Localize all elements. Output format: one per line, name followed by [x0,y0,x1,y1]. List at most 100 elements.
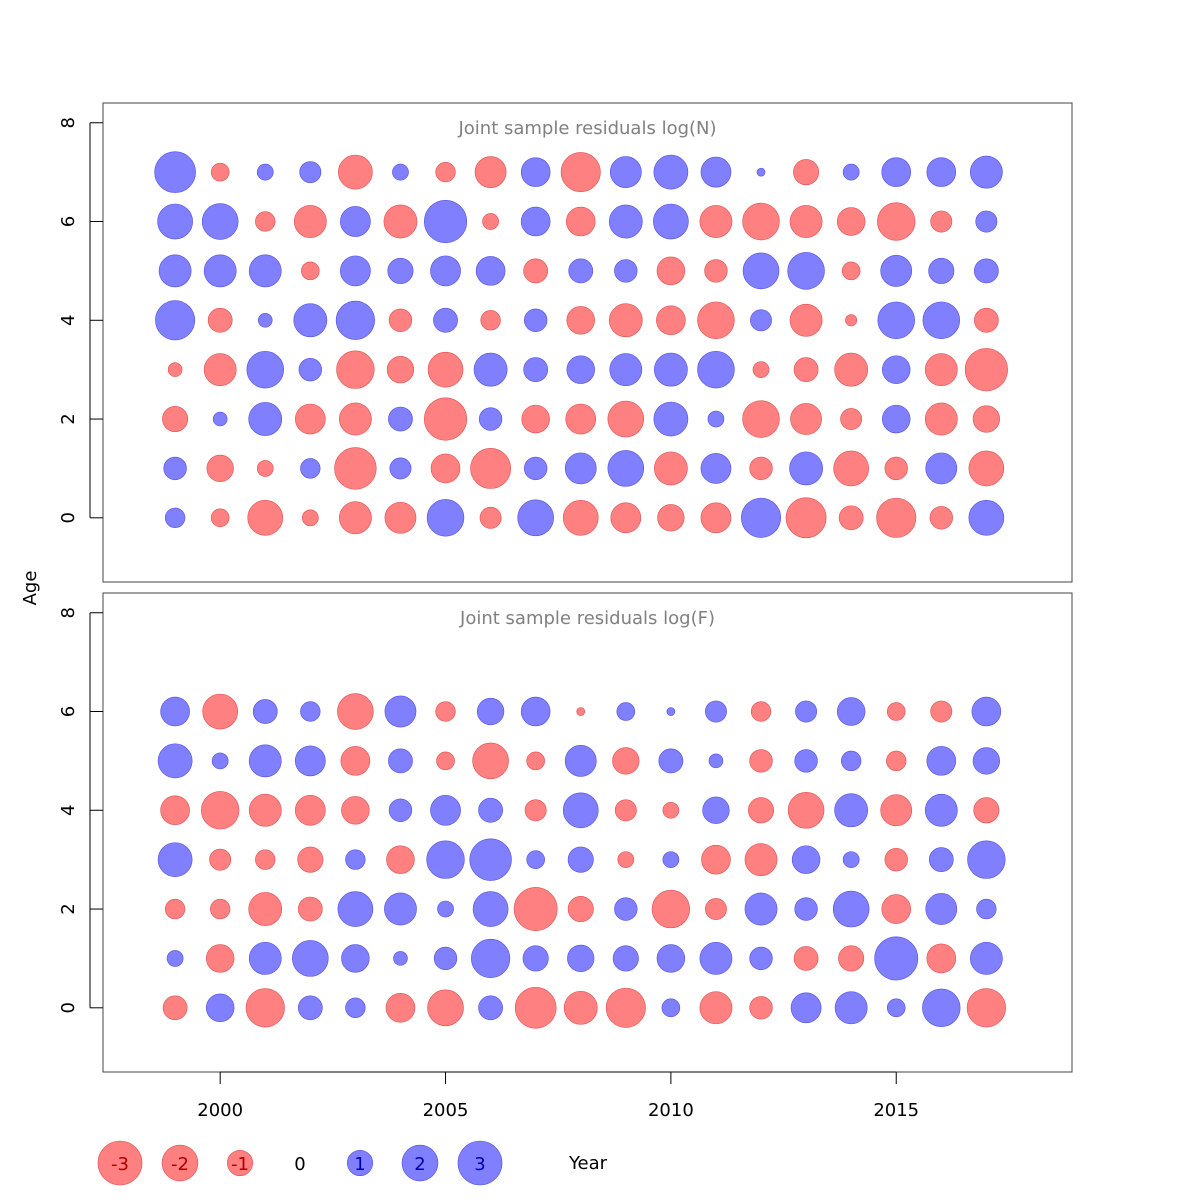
residual-bubble [612,945,639,972]
residual-bubble [248,793,282,827]
residual-bubble [576,707,586,716]
residual-bubble [790,992,822,1024]
y-tick-label: 6 [58,706,79,717]
residual-bubble [749,946,773,971]
residual-bubble [522,945,549,972]
residual-bubble [480,310,501,331]
residual-bubble [880,255,913,287]
residual-bubble [785,497,827,539]
residual-bubble [201,791,240,830]
residual-bubble [393,951,408,966]
residual-bubble [567,846,594,873]
residual-bubble [925,893,958,925]
legend-bubble [401,1144,439,1182]
residual-bubble [338,154,373,190]
residual-bubble [838,945,865,972]
residual-bubble [654,451,688,486]
residual-bubble [972,405,1000,433]
residual-bubble [300,701,321,722]
residual-bubble [255,211,276,232]
residual-bubble [744,843,778,877]
residual-bubble [167,362,183,377]
residual-bubble [476,697,505,726]
residual-bubble [653,203,689,240]
residual-bubble [524,799,547,822]
residual-bubble [790,403,822,435]
residual-bubble [834,991,868,1025]
residual-bubble [158,254,192,288]
residual-bubble [874,936,919,981]
residual-bubble [427,989,464,1027]
residual-bubble [470,448,511,489]
residual-bubble [969,155,1003,189]
residual-bubble [699,205,733,238]
residual-bubble [426,499,465,537]
residual-bubble [832,890,870,928]
residual-bubble [793,159,820,186]
y-tick-label: 0 [58,1002,79,1013]
residual-bubble [616,702,636,721]
residual-bubble [974,258,999,284]
residual-bubble [212,411,228,427]
residual-bubble [202,693,238,730]
residual-bubble [430,794,461,826]
residual-bubble [471,938,511,978]
legend-label: 3 [474,1154,485,1175]
residual-bubble [886,998,906,1018]
residual-bubble [472,742,509,780]
residual-bubble [614,799,637,822]
residual-bubble [566,355,595,384]
residual-bubble [524,456,548,481]
residual-bubble [922,301,961,339]
residual-bubble [521,404,550,434]
residual-bubble [166,950,184,967]
residual-bubble [256,460,274,477]
residual-bubble [877,301,915,339]
residual-bubble [294,745,326,777]
residual-bubble [430,255,461,287]
residual-bubble [700,453,732,484]
residual-bubble [256,163,274,181]
residual-bubble [340,255,371,287]
residual-bubble [565,206,596,237]
residual-bubble [562,499,599,536]
residual-bubble [292,940,329,977]
residual-bubble [475,256,506,286]
residual-bubble [658,748,684,774]
residual-bubble [248,254,282,288]
residual-bubble [433,307,458,333]
residual-bubble [653,401,689,437]
residual-bubble [705,700,727,723]
residual-bubble [966,988,1006,1028]
residual-bubble [924,793,958,827]
residual-bubble [838,505,864,531]
residual-bubble [607,400,645,438]
residual-bubble [297,995,323,1021]
residual-bubble [608,303,643,338]
x-tick-label: 2015 [873,1100,919,1121]
residual-bubble [708,753,724,769]
residual-bubble [662,801,680,819]
residual-bubble [427,351,464,388]
panel-2: Joint sample residuals log(F) 0 2 4 6 8 [58,592,1073,1073]
residual-bubble [884,847,908,872]
residual-bubble [930,210,953,233]
residual-bubble [976,898,997,920]
residual-bubble [657,504,685,532]
residual-bubble [435,161,456,183]
legend-bubble [346,1150,373,1177]
residual-bubble [426,840,465,879]
residual-bubble [340,206,371,237]
residual-bubble [386,845,415,874]
residual-bubble [610,502,642,534]
residual-bubble [210,162,230,182]
panel-title: Joint sample residuals log(N) [457,118,716,139]
residual-bubble [742,252,780,290]
residual-bubble [699,991,733,1025]
residual-bubble [203,353,237,387]
residual-bubble [926,157,957,187]
residual-bubble [388,308,413,332]
residual-bubble [469,838,512,881]
residual-bubble [294,403,326,435]
